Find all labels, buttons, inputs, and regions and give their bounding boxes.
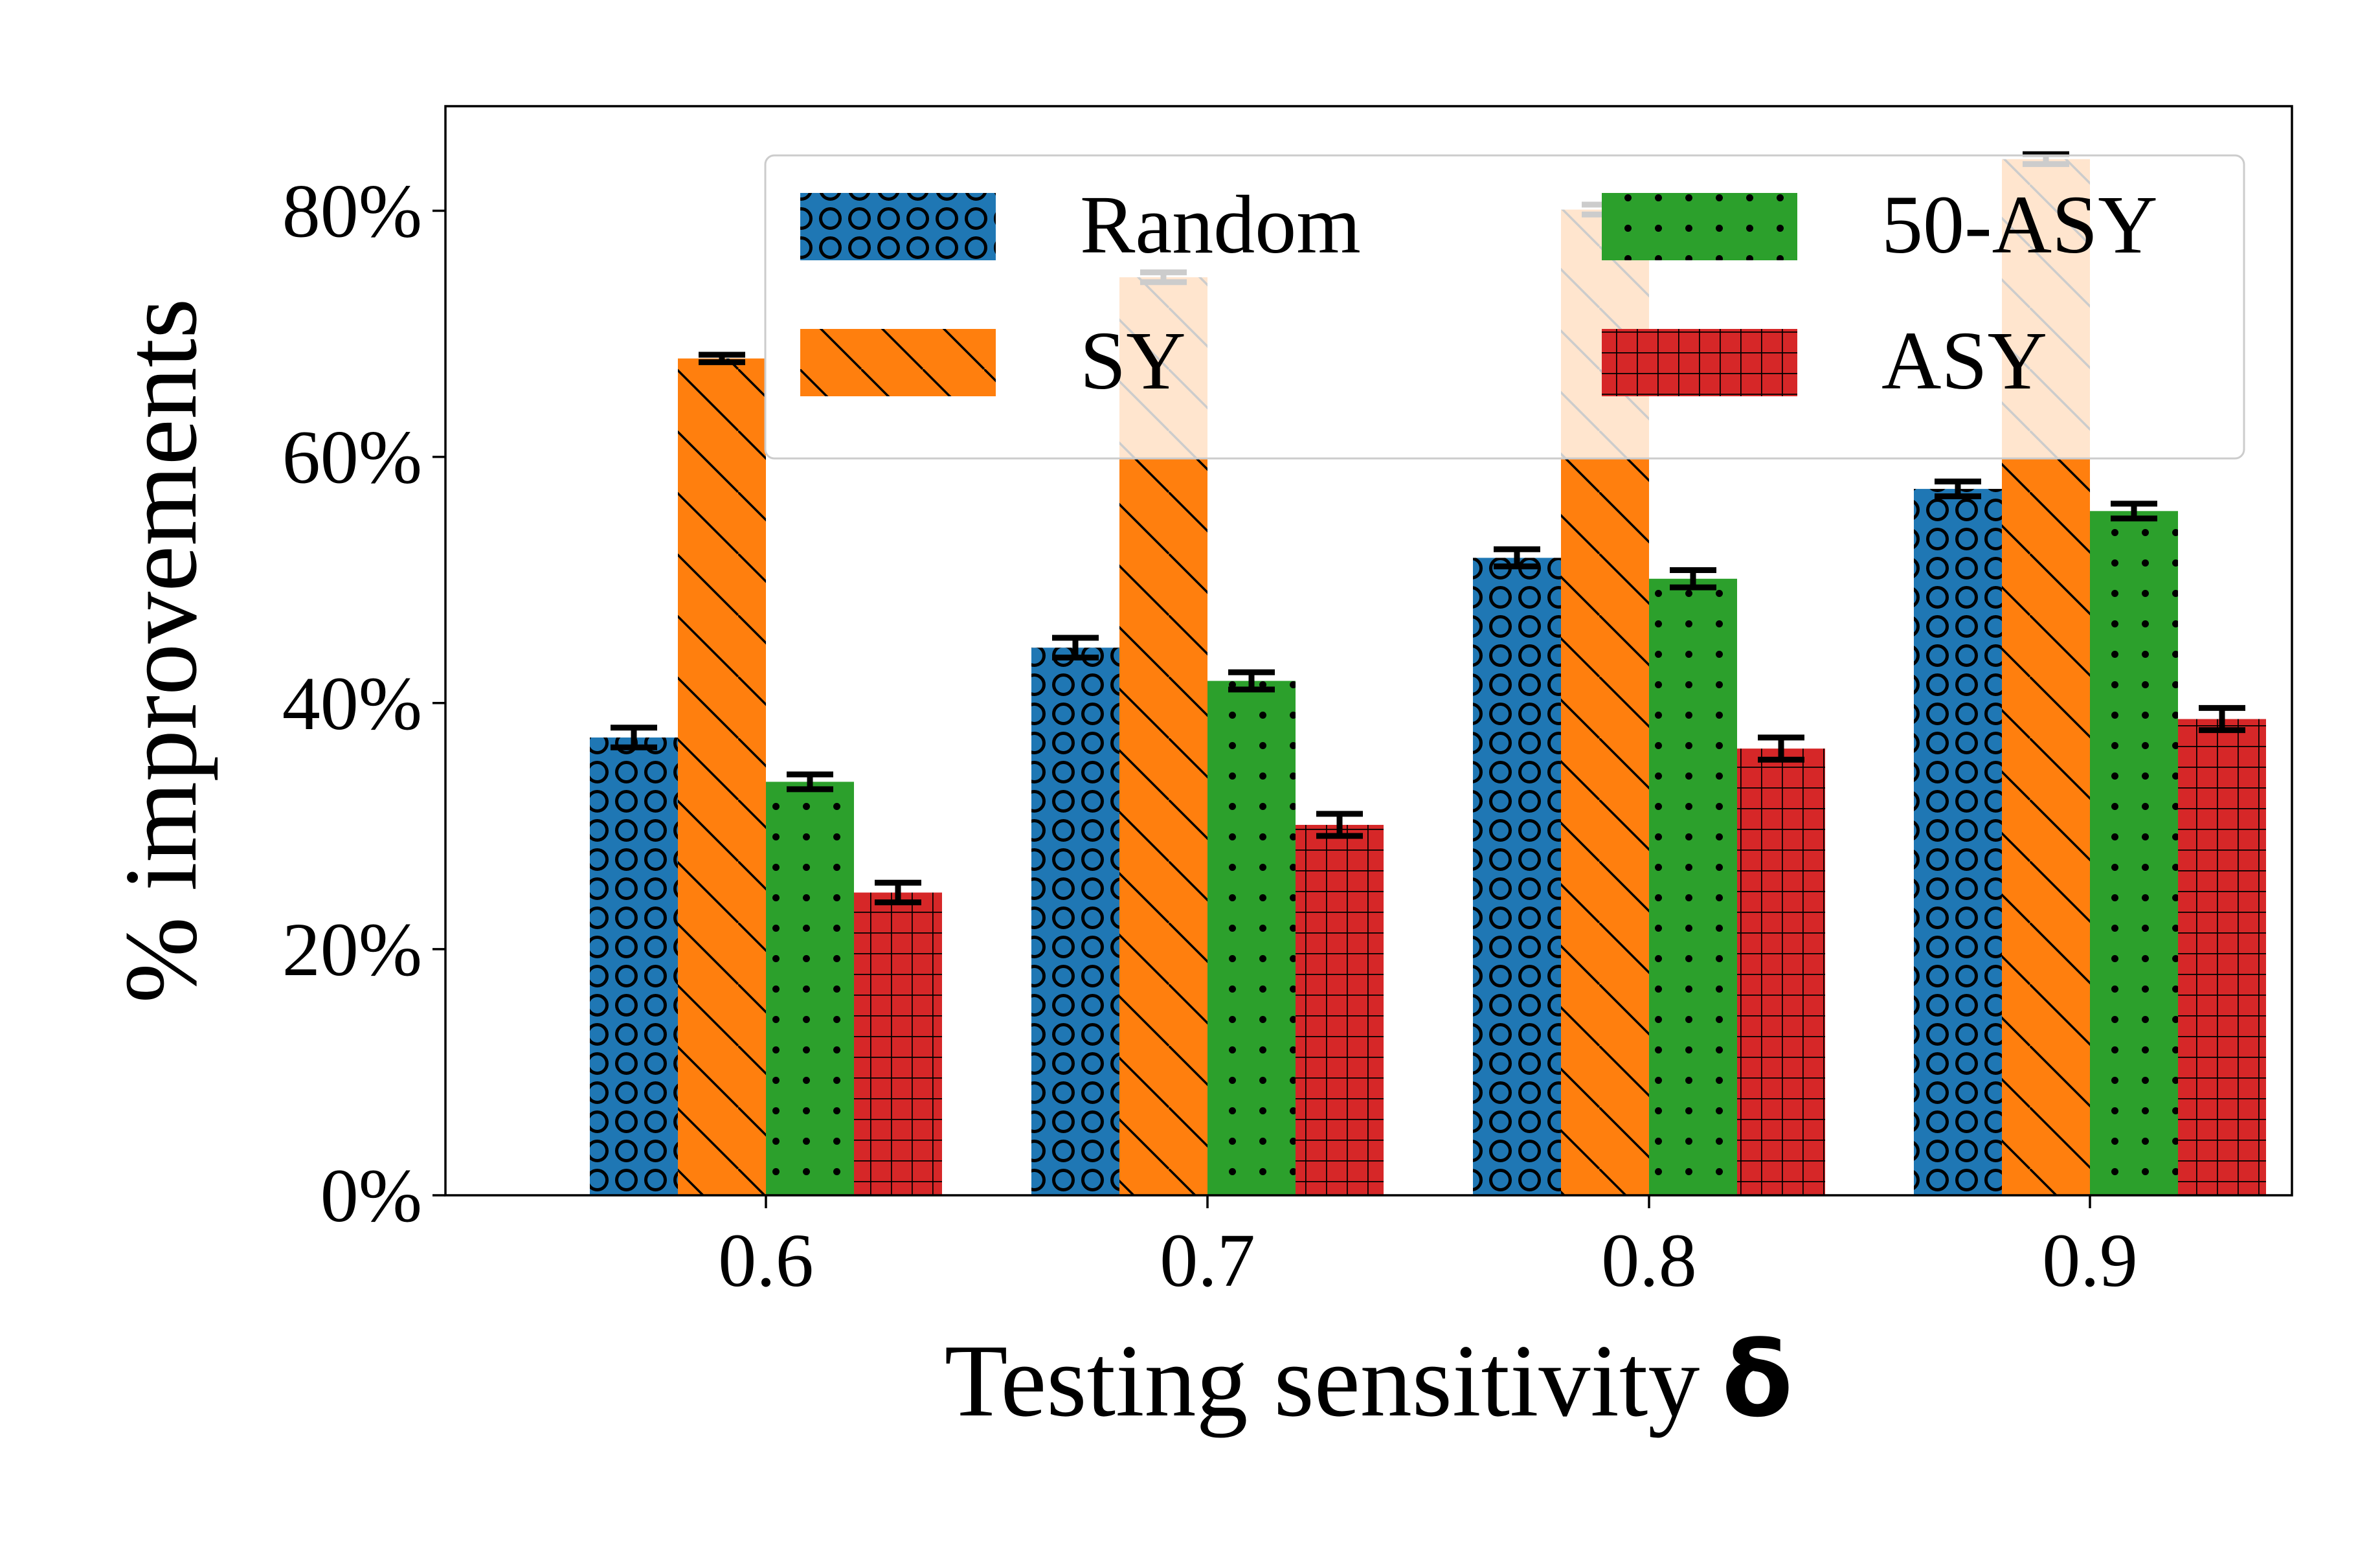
error-bar-random-0.9 (1935, 479, 1981, 499)
error-bar-asy-0.7 (1316, 811, 1363, 839)
legend-label-random: Random (1080, 179, 1361, 271)
bar-random-0.6 (590, 737, 678, 1195)
bars-layer (590, 159, 2266, 1196)
bar-random-0.7 (1031, 648, 1119, 1195)
bar-50-asy-0.7 (1207, 681, 1296, 1195)
bar-sy-0.6 (678, 358, 766, 1195)
error-bar-asy-0.6 (875, 879, 921, 906)
error-bar-50-asy-0.7 (1228, 669, 1275, 693)
bar-random-0.8 (1473, 557, 1561, 1195)
legend-swatch-sy (800, 329, 996, 396)
legend-frame (764, 154, 2245, 460)
bar-random-0.9 (1914, 489, 2002, 1195)
legend-label-50-asy: 50-ASY (1881, 179, 2158, 271)
y-tick-label: 80% (282, 169, 422, 254)
legend-swatch-random (800, 193, 996, 260)
bar-asy-0.7 (1296, 824, 1384, 1195)
error-bar-random-0.7 (1052, 635, 1099, 660)
legend-swatch-asy (1602, 329, 1797, 396)
error-bar-50-asy-0.6 (787, 771, 833, 793)
y-axis-label: % improvements (103, 298, 218, 1004)
x-tick-label: 0.7 (1160, 1218, 1255, 1303)
error-bar-random-0.6 (611, 725, 657, 750)
plot-frame (444, 105, 2293, 1197)
x-tick-label: 0.9 (2042, 1218, 2138, 1303)
bar-50-asy-0.8 (1649, 578, 1737, 1195)
x-axis-label-text: Testing sensitivity (945, 1323, 1700, 1438)
bar-asy-0.9 (2178, 719, 2266, 1195)
x-axis-label-symbol: δ (1722, 1319, 1793, 1440)
y-tick-label: 40% (282, 661, 422, 746)
legend: Random SY 50-ASY ASY (764, 154, 2245, 460)
x-tick-label: 0.6 (718, 1218, 814, 1303)
legend-label-asy: ASY (1881, 315, 2047, 407)
error-bar-random-0.8 (1494, 546, 1540, 570)
error-bar-sy-0.6 (699, 352, 745, 365)
x-axis-ticks: 0.6 0.7 0.8 0.9 (718, 1195, 2138, 1303)
y-tick-label: 60% (282, 415, 422, 500)
bar-asy-0.6 (854, 892, 942, 1195)
bar-asy-0.8 (1737, 749, 1825, 1195)
x-tick-label: 0.8 (1601, 1218, 1697, 1303)
bar-50-asy-0.6 (766, 782, 854, 1195)
error-bar-50-asy-0.9 (2111, 501, 2157, 522)
x-axis-label: Testing sensitivity δ (945, 1319, 1793, 1440)
y-axis-ticks: 0% 20% 40% 60% 80% (282, 169, 445, 1238)
error-bar-asy-0.8 (1758, 734, 1804, 763)
legend-label-sy: SY (1080, 315, 1186, 407)
legend-swatch-50-asy (1602, 193, 1797, 260)
error-bar-asy-0.9 (2199, 704, 2245, 734)
bar-50-asy-0.9 (2090, 511, 2178, 1195)
y-tick-label: 20% (282, 907, 422, 992)
y-tick-label: 0% (320, 1153, 422, 1238)
error-bar-50-asy-0.8 (1670, 567, 1716, 591)
